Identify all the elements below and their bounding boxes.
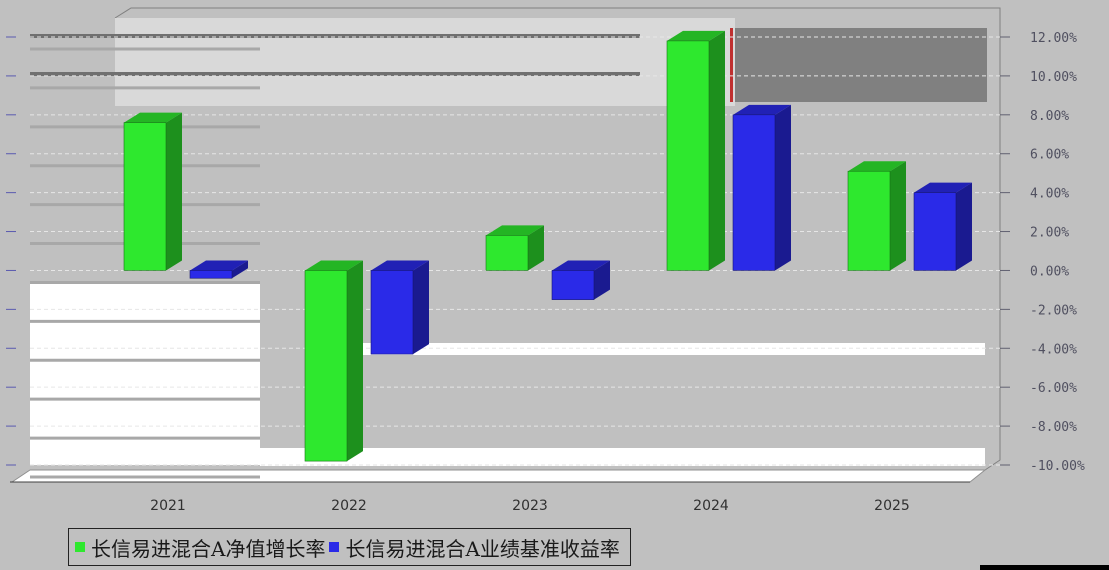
bar-front <box>485 235 529 271</box>
bar-front <box>847 170 891 271</box>
bar-side <box>594 260 610 300</box>
bar-front <box>666 40 710 271</box>
bar-front <box>913 192 957 271</box>
legend-item-nav: 长信易进混合A净值增长率 <box>75 533 325 562</box>
legend-label-benchmark: 长信易进混合A业绩基准收益率 <box>345 536 620 561</box>
bar-top <box>371 260 429 271</box>
y-tick-label: -4.00% <box>1030 342 1077 357</box>
bar-top <box>667 30 725 41</box>
bar-benchmark-2022 <box>370 260 429 355</box>
x-tick-label: 2023 <box>512 498 548 514</box>
bar-nav-2023 <box>485 225 544 271</box>
bar-side <box>232 260 248 279</box>
bar-benchmark-2023 <box>551 260 610 300</box>
bar-top <box>190 260 248 271</box>
legend-label-nav: 长信易进混合A净值增长率 <box>91 536 326 561</box>
bar-benchmark-2025 <box>913 182 972 271</box>
bar-side <box>528 225 544 271</box>
bar-side <box>775 104 791 271</box>
y-tick-label: -6.00% <box>1030 381 1077 396</box>
x-tick-label: 2022 <box>331 498 367 514</box>
bar-front <box>732 114 776 271</box>
x-tick-label: 2021 <box>150 498 186 514</box>
bar-front <box>189 270 233 279</box>
plot-backdrop <box>10 7 1109 570</box>
bar-front <box>304 270 348 462</box>
legend-swatch-green <box>75 542 85 552</box>
bar-top <box>848 161 906 172</box>
bar-top <box>552 260 610 271</box>
legend-swatch-blue <box>329 542 340 552</box>
bar-top <box>305 260 363 271</box>
bar-front <box>123 122 167 271</box>
y-tick-label: 10.00% <box>1030 70 1077 85</box>
y-tick-label: 2.00% <box>1030 226 1069 241</box>
bar-side <box>956 182 972 271</box>
bar-nav-2025 <box>847 161 906 271</box>
bars <box>123 30 972 462</box>
bar-top <box>124 112 182 123</box>
bar-front <box>551 270 595 300</box>
bar-benchmark-2021 <box>189 260 248 279</box>
bar-nav-2024 <box>666 30 725 271</box>
bar-front <box>370 270 414 355</box>
x-tick-label: 2024 <box>693 498 729 514</box>
y-tick-label: -2.00% <box>1030 303 1077 318</box>
bar-top <box>486 225 544 236</box>
y-tick-label: -10.00% <box>1030 459 1085 474</box>
y-tick-label: 12.00% <box>1030 31 1077 46</box>
bar-side <box>890 161 906 271</box>
y-tick-label: -8.00% <box>1030 420 1077 435</box>
y-tick-label: 0.00% <box>1030 264 1069 279</box>
bar-nav-2022 <box>304 260 363 462</box>
bar-side <box>413 260 429 355</box>
bar-top <box>733 104 791 115</box>
y-tick-label: 8.00% <box>1030 109 1069 124</box>
x-tick-label: 2025 <box>874 498 910 514</box>
bar-side <box>166 112 182 271</box>
y-axis: 12.00% 10.00% 8.00% 6.00% 4.00% 2.00% 0.00% -2.… <box>6 31 1085 474</box>
bar-benchmark-2024 <box>732 104 791 271</box>
legend-item-benchmark: 长信易进混合A业绩基准收益率 <box>329 533 620 562</box>
y-tick-label: 6.00% <box>1030 148 1069 163</box>
x-axis: 2021 2022 2023 2024 2025 <box>150 498 910 514</box>
bar-side <box>709 30 725 271</box>
bar-side <box>347 260 363 462</box>
y-tick-label: 4.00% <box>1030 187 1069 202</box>
bar-top <box>914 182 972 193</box>
legend: 长信易进混合A净值增长率 长信易进混合A业绩基准收益率 <box>68 528 631 566</box>
bar-nav-2021 <box>123 112 182 271</box>
